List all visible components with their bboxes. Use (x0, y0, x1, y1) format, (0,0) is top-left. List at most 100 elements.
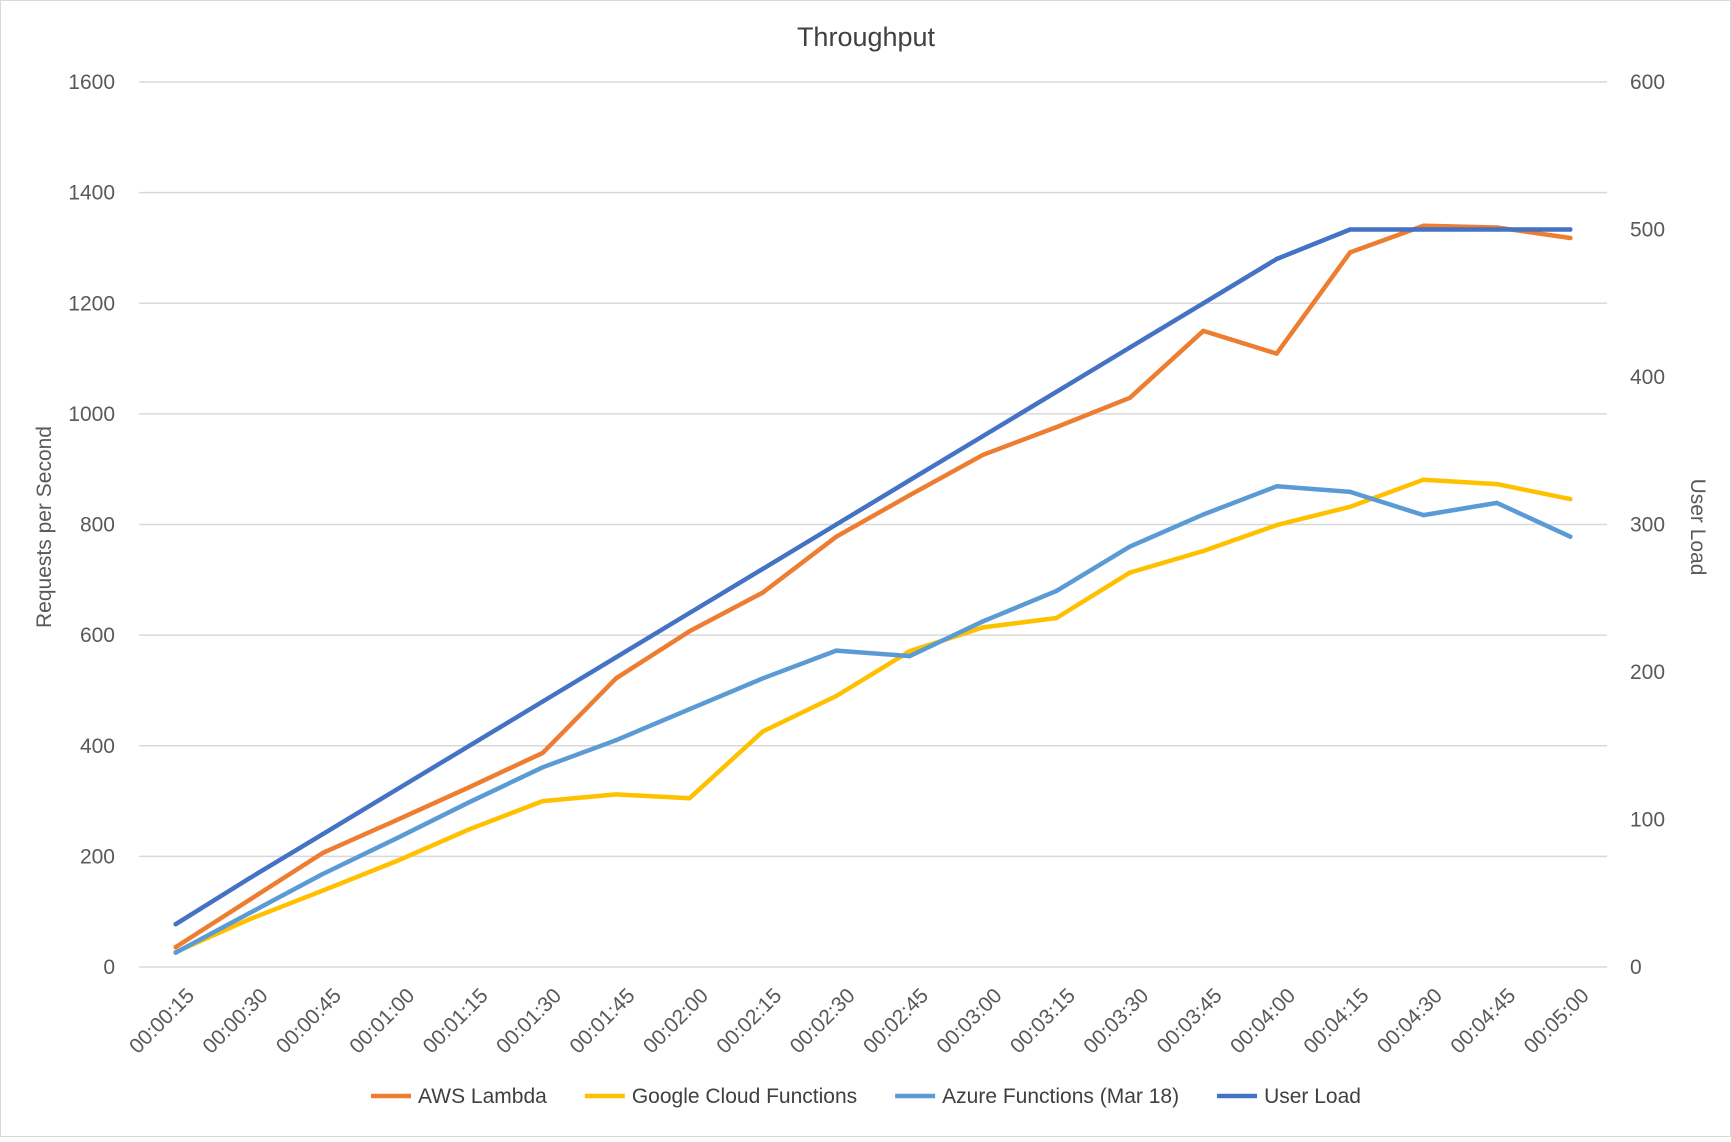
data-point-user-load (1274, 256, 1279, 262)
data-point-google-cloud-functions (613, 792, 619, 797)
data-point-azure-functions-mar-18 (907, 653, 912, 659)
left-axis-ticks: 0 200 400 600 800 1000 1200 1400 1600 (68, 71, 115, 979)
data-point-azure-functions-mar-18 (1201, 512, 1206, 517)
data-point-user-load (1494, 227, 1500, 232)
legend: AWS Lambda Google Cloud Functions Azure Fu… (371, 1085, 1361, 1108)
data-point-google-cloud-functions (1494, 481, 1500, 487)
data-point-user-load (980, 433, 986, 439)
data-point-user-load (687, 610, 692, 616)
data-point-aws-lambda (1054, 424, 1059, 430)
data-point-aws-lambda (1274, 351, 1279, 356)
data-point-google-cloud-functions (907, 648, 912, 654)
data-point-azure-functions-mar-18 (1568, 534, 1573, 539)
right-tick-label: 0 (1630, 956, 1642, 979)
gridlines (139, 81, 1607, 968)
data-point-user-load (1347, 227, 1353, 232)
data-point-user-load (613, 655, 619, 660)
data-point-azure-functions-mar-18 (760, 676, 766, 681)
data-point-azure-functions-mar-18 (1274, 484, 1279, 489)
right-tick-label: 100 (1630, 809, 1665, 832)
data-point-google-cloud-functions (1274, 522, 1279, 528)
right-tick-label: 200 (1630, 661, 1665, 684)
data-point-google-cloud-functions (980, 625, 986, 630)
data-point-user-load (1421, 227, 1426, 232)
left-tick-label: 0 (103, 956, 115, 979)
data-point-user-load (760, 566, 766, 571)
data-point-azure-functions-mar-18 (834, 648, 839, 653)
data-point-google-cloud-functions (687, 796, 692, 801)
legend-label-azure-functions-mar-18: Azure Functions (Mar 18) (942, 1085, 1179, 1108)
data-point-user-load (1054, 389, 1059, 394)
right-tick-label: 300 (1630, 514, 1665, 537)
data-point-azure-functions-mar-18 (540, 765, 545, 770)
left-tick-label: 1200 (68, 292, 115, 315)
data-point-azure-functions-mar-18 (393, 836, 399, 841)
data-point-google-cloud-functions (1421, 477, 1426, 482)
data-point-aws-lambda (467, 785, 472, 790)
data-point-azure-functions-mar-18 (1421, 512, 1426, 518)
data-point-aws-lambda (320, 850, 325, 856)
series-line-google-cloud-functions (173, 477, 1573, 955)
data-point-google-cloud-functions (1127, 570, 1133, 575)
data-point-user-load (540, 699, 545, 704)
data-point-azure-functions-mar-18 (246, 911, 252, 916)
left-tick-label: 1000 (68, 403, 115, 426)
data-point-aws-lambda (760, 590, 766, 595)
data-point-azure-functions-mar-18 (173, 950, 178, 955)
data-point-google-cloud-functions (760, 729, 766, 734)
left-tick-label: 400 (80, 735, 115, 758)
data-point-google-cloud-functions (1054, 615, 1059, 621)
series-line-user-load (173, 227, 1573, 927)
series-line-azure-functions-mar-18 (173, 484, 1573, 955)
data-point-aws-lambda (1568, 235, 1573, 241)
data-point-azure-functions-mar-18 (1347, 489, 1353, 495)
left-tick-label: 800 (80, 514, 115, 537)
data-point-user-load (1201, 301, 1206, 306)
right-tick-label: 400 (1630, 366, 1665, 389)
data-point-google-cloud-functions (834, 693, 839, 699)
data-point-google-cloud-functions (1347, 504, 1353, 509)
series-line-aws-lambda (173, 223, 1573, 950)
data-point-aws-lambda (1421, 223, 1426, 229)
data-point-azure-functions-mar-18 (687, 707, 692, 712)
legend-label-google-cloud-functions: Google Cloud Functions (632, 1085, 857, 1108)
data-point-aws-lambda (1201, 328, 1206, 334)
left-tick-label: 1600 (68, 71, 115, 94)
right-axis-label: User Load (1686, 479, 1709, 576)
data-point-google-cloud-functions (540, 798, 545, 804)
data-point-user-load (320, 832, 325, 837)
data-point-azure-functions-mar-18 (980, 619, 986, 624)
right-tick-label: 600 (1630, 71, 1665, 94)
data-point-google-cloud-functions (320, 888, 325, 893)
data-point-aws-lambda (613, 676, 619, 681)
data-point-user-load (1127, 345, 1133, 350)
left-tick-label: 600 (80, 624, 115, 647)
data-point-user-load (1568, 227, 1573, 232)
data-point-google-cloud-functions (393, 859, 399, 864)
data-point-aws-lambda (393, 818, 399, 823)
data-point-azure-functions-mar-18 (1127, 544, 1133, 549)
data-point-azure-functions-mar-18 (1494, 500, 1500, 506)
data-point-azure-functions-mar-18 (1054, 588, 1059, 594)
right-tick-label: 500 (1630, 219, 1665, 242)
data-point-google-cloud-functions (246, 917, 252, 922)
data-point-user-load (467, 743, 472, 748)
data-point-google-cloud-functions (1568, 496, 1573, 502)
data-point-aws-lambda (980, 452, 986, 458)
legend-label-aws-lambda: AWS Lambda (418, 1085, 547, 1108)
data-point-azure-functions-mar-18 (467, 799, 472, 805)
left-axis-label: Requests per Second (33, 426, 56, 628)
data-point-azure-functions-mar-18 (613, 738, 619, 743)
data-point-aws-lambda (907, 492, 912, 498)
data-point-user-load (246, 876, 252, 881)
data-point-aws-lambda (246, 897, 252, 903)
left-tick-label: 200 (80, 845, 115, 868)
data-point-azure-functions-mar-18 (320, 871, 325, 877)
data-point-aws-lambda (1127, 395, 1133, 401)
data-point-aws-lambda (834, 534, 839, 539)
data-point-aws-lambda (687, 629, 692, 634)
data-point-google-cloud-functions (467, 827, 472, 832)
data-point-aws-lambda (540, 750, 545, 756)
